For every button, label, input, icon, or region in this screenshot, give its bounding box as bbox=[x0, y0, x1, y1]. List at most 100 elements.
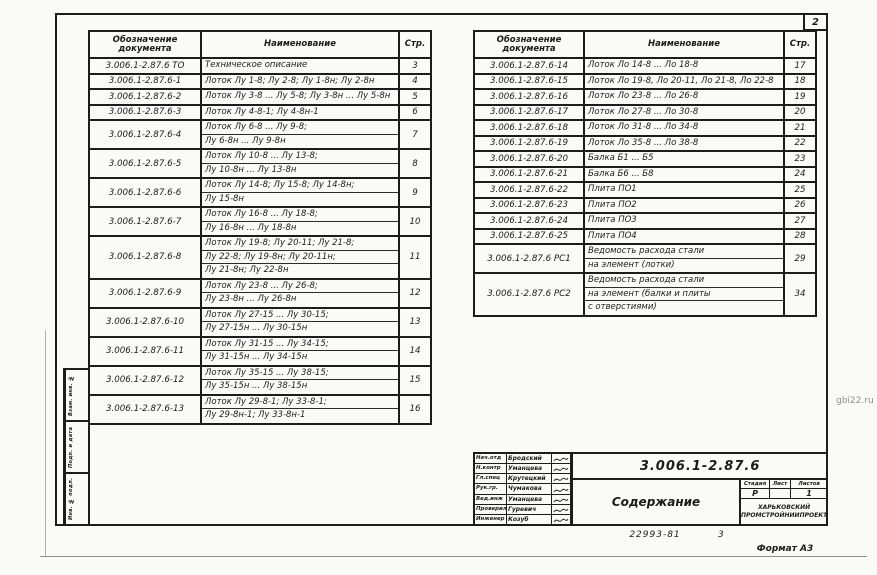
doc-name-line: Лоток Ло 35-8 ... Ло 38-8 bbox=[588, 137, 699, 148]
signature-role: Гл.спец bbox=[475, 474, 507, 484]
signature-icon bbox=[553, 505, 569, 514]
doc-name: Лоток Лу 16-8 ... Лу 18-8; Лу 16-8н ... Л… bbox=[202, 208, 400, 235]
sheet-col-label: Лист bbox=[770, 480, 791, 488]
page-number: 13 bbox=[409, 317, 421, 327]
doc-designation: 3.006.1-2.87.6-18 bbox=[475, 121, 585, 135]
signature-row: Проверил Гуревич bbox=[475, 504, 571, 515]
doc-name-line: Лу 29-8н-1; Лу 33-8н-1 bbox=[205, 410, 306, 420]
page-number: 27 bbox=[794, 215, 806, 226]
stage-header-row: Стадия Лист Листов bbox=[741, 480, 828, 489]
page-number: 29 bbox=[794, 253, 806, 264]
doc-name: Лоток Лу 3-8 ... Лу 5-8; Лу 3-8н ... Лу … bbox=[202, 90, 400, 104]
signature-cell bbox=[552, 494, 571, 504]
format-label: Формат А3 bbox=[756, 544, 814, 554]
doc-name-line: Лу 35-15н ... Лу 38-15н bbox=[205, 381, 308, 391]
signature-icon bbox=[553, 474, 569, 483]
signature-row: Гл.спец Крутецкий bbox=[475, 474, 571, 485]
signature-icon bbox=[553, 484, 569, 493]
signature-role: Н.контр bbox=[475, 464, 507, 474]
doc-name: Лоток Ло 14-8 ... Ло 18-8 bbox=[585, 59, 785, 73]
doc-name-line: Лоток Ло 19-8, Ло 20-11, Ло 21-8, Ло 22-… bbox=[588, 75, 774, 86]
page-number: 16 bbox=[409, 404, 421, 414]
doc-name-line: Ведомость расхода стали bbox=[585, 274, 783, 288]
signature-role: Инженер bbox=[475, 514, 507, 524]
page-number: 20 bbox=[794, 107, 806, 118]
watermark: gbi22.ru bbox=[836, 396, 874, 406]
doc-designation: 3.006.1-2.87.6-8 bbox=[90, 237, 202, 278]
stage-col-label: Стадия bbox=[741, 480, 770, 488]
page-number: 24 bbox=[794, 169, 806, 180]
table-row: 3.006.1-2.87.6-6 Лоток Лу 14-8; Лу 15-8; … bbox=[90, 179, 430, 208]
doc-name-line: Лу 23-8н ... Лу 26-8н bbox=[205, 294, 297, 304]
table-row: 3.006.1-2.87.6-24 Плита ПО3 27 bbox=[475, 214, 815, 230]
doc-name: Лоток Лу 19-8; Лу 20-11; Лу 21-8; Лу 22-8… bbox=[202, 237, 400, 278]
doc-designation: 3.006.1-2.87.6-25 bbox=[475, 229, 585, 243]
doc-designation: 3.006.1-2.87.6-17 bbox=[475, 105, 585, 119]
table-row: 3.006.1-2.87.6-25 Плита ПО4 28 bbox=[475, 229, 815, 245]
doc-name-line: Лу 10-8н ... Лу 13-8н bbox=[205, 164, 297, 175]
signature-cell bbox=[552, 514, 571, 524]
doc-name-line: Лоток Лу 23-8 ... Лу 26-8; bbox=[202, 280, 398, 293]
doc-designation: 3.006.1-2.87.6-9 bbox=[90, 279, 202, 307]
side-stamp-blank bbox=[76, 422, 88, 472]
side-stamp-label: Подп. и дата bbox=[65, 422, 76, 472]
stage-value: Р bbox=[741, 489, 770, 498]
doc-name: Лоток Ло 23-8 ... Ло 26-8 bbox=[585, 90, 785, 104]
doc-name-line: Лу 22-8; Лу 19-8н; Лу 20-11н; bbox=[202, 251, 398, 264]
table-row: 3.006.1-2.87.6-12 Лоток Лу 35-15 ... Лу 3… bbox=[90, 366, 430, 396]
doc-name-line: Лоток Лу 27-15 ... Лу 30-15; bbox=[202, 309, 398, 322]
table-row: 3.006.1-2.87.6-20 Балка Б1 ... Б5 23 bbox=[475, 152, 815, 168]
doc-name-line: Лу 31-15н ... Лу 34-15н bbox=[205, 352, 308, 362]
side-stamp-section: Подп. и дата bbox=[65, 422, 88, 474]
doc-name: Балка Б6 ... Б8 bbox=[585, 167, 785, 181]
doc-name-line: с отверстиями) bbox=[588, 302, 657, 312]
doc-designation: 3.006.1-2.87.6-2 bbox=[90, 90, 202, 104]
page-number: 19 bbox=[794, 91, 806, 102]
table-row: 3.006.1-2.87.6-5 Лоток Лу 10-8 ... Лу 13-… bbox=[90, 150, 430, 179]
doc-name: Балка Б1 ... Б5 bbox=[585, 152, 785, 166]
doc-name-line: Лоток Лу 29-8-1; Лу 33-8-1; bbox=[202, 396, 398, 409]
signature-row: Вед.инж Уманцева bbox=[475, 494, 571, 505]
doc-name-line: Лоток Ло 23-8 ... Ло 26-8 bbox=[588, 91, 699, 101]
table-row: 3.006.1-2.87.6-9 Лоток Лу 23-8 ... Лу 26-… bbox=[90, 279, 430, 309]
sheet-number: 2 bbox=[812, 16, 819, 28]
doc-designation: 3.006.1-2.87.6 РС2 bbox=[475, 274, 585, 315]
doc-name: Ведомость расхода стали на элемент (лотки… bbox=[585, 245, 785, 272]
doc-designation: 3.006.1-2.87.6-24 bbox=[475, 214, 585, 228]
stage-values-row: Р 1 bbox=[741, 489, 828, 499]
doc-designation: 3.006.1-2.87.6 РС1 bbox=[475, 245, 585, 272]
doc-name: Лоток Лу 6-8 ... Лу 9-8; Лу 6-8н ... Лу 9… bbox=[202, 121, 400, 148]
doc-name: Лоток Ло 27-8 ... Ло 30-8 bbox=[585, 105, 785, 119]
doc-title: Содержание bbox=[573, 480, 741, 524]
doc-designation: 3.006.1-2.87.6-19 bbox=[475, 136, 585, 150]
page-number: 25 bbox=[794, 184, 806, 195]
signature-role: Вед.инж bbox=[475, 494, 507, 504]
signature-row: Рук.гр. Чумакова bbox=[475, 484, 571, 495]
side-stamp-blank bbox=[76, 370, 88, 420]
page-number: 12 bbox=[409, 288, 421, 298]
doc-designation: 3.006.1-2.87.6-12 bbox=[90, 366, 202, 394]
page-number: 11 bbox=[409, 252, 421, 263]
signature-cell bbox=[552, 474, 571, 484]
page-number: 26 bbox=[794, 200, 806, 211]
table-body: 3.006.1-2.87.6 ТО Техническое описание 3 3.… bbox=[90, 59, 430, 423]
doc-designation: 3.006.1-2.87.6-4 bbox=[90, 121, 202, 148]
organization-line: ХАРЬКОВСКИЙ bbox=[758, 503, 811, 511]
page-number: 22 bbox=[794, 138, 806, 149]
doc-designation: 3.006.1-2.87.6-23 bbox=[475, 198, 585, 212]
doc-name-line: Лоток Лу 14-8; Лу 15-8; Лу 14-8н; bbox=[202, 179, 398, 193]
doc-name-line: Лоток Ло 27-8 ... Ло 30-8 bbox=[588, 106, 699, 117]
page-number: 18 bbox=[794, 76, 806, 87]
doc-name: Лоток Лу 35-15 ... Лу 38-15; Лу 35-15н ..… bbox=[202, 366, 400, 394]
scan-edge-left bbox=[45, 330, 46, 556]
doc-name: Лоток Лу 29-8-1; Лу 33-8-1; Лу 29-8н-1; Л… bbox=[202, 395, 400, 423]
title-block-main: 3.006.1-2.87.6 Содержание Стадия Лист Ли… bbox=[573, 454, 828, 524]
page-number: 4 bbox=[412, 76, 418, 87]
doc-name: Лоток Лу 27-15 ... Лу 30-15; Лу 27-15н ..… bbox=[202, 308, 400, 336]
sheets-col-label: Листов bbox=[798, 481, 820, 487]
doc-name-line: Лу 15-8н bbox=[205, 193, 244, 204]
table-row: 3.006.1-2.87.6-18 Лоток Ло 31-8 ... Ло 34… bbox=[475, 121, 815, 137]
doc-name-line: Лу 16-8н ... Лу 18-8н bbox=[205, 222, 297, 233]
signature-icon bbox=[553, 464, 569, 473]
